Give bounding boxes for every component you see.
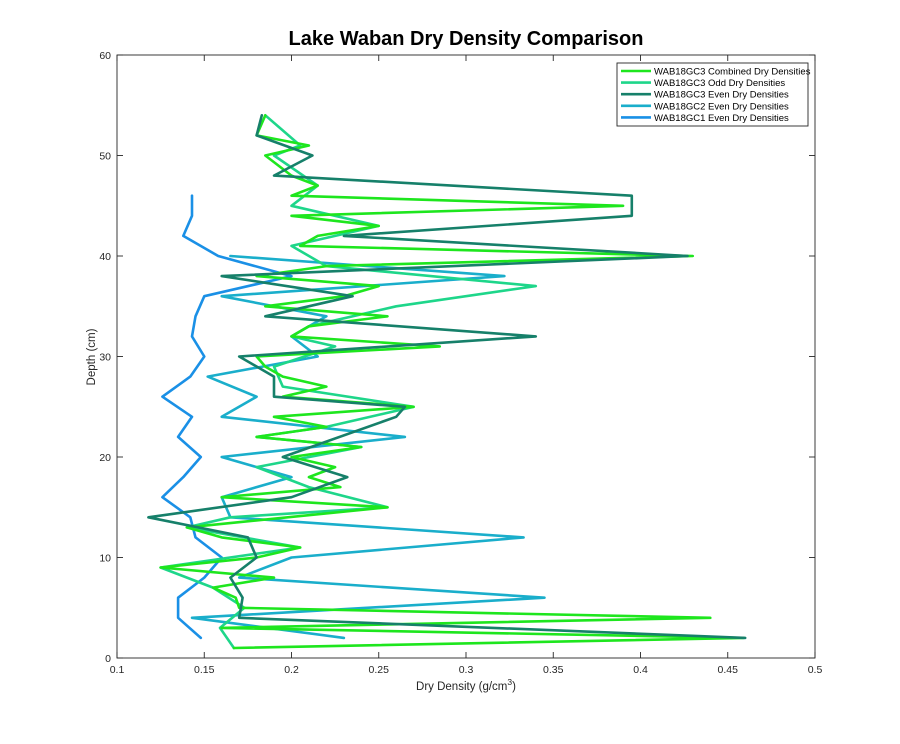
x-axis-label: Dry Density (g/cm3) [416,677,516,693]
x-tick-label: 0.3 [459,664,474,676]
y-tick-label: 10 [99,553,111,565]
x-tick-label: 0.2 [284,664,299,676]
x-tick-label: 0.4 [633,664,648,676]
x-tick-label: 0.35 [543,664,564,676]
series-line-2 [159,114,538,650]
y-tick-label: 20 [99,452,111,464]
x-tick-label: 0.25 [369,664,390,676]
y-tick-label: 30 [99,352,111,364]
y-tick-label: 0 [105,653,111,665]
plot-area: 0.1 0.15 0.2 0.25 0.3 0.35 0.4 0.45 0.5 0 10 20 30 40… [99,50,822,676]
series-line-1 [159,114,745,650]
legend-label: WAB18GC3 Odd Dry Densities [654,78,785,89]
legend-label: WAB18GC2 Even Dry Densities [654,101,789,112]
chart-title: Lake Waban Dry Density Comparison [289,28,644,50]
x-tick-label: 0.45 [718,664,739,676]
x-axis-label-main: Dry Density (g/cm [416,681,507,693]
legend: WAB18GC3 Combined Dry DensitiesWAB18GC3 … [616,62,811,127]
series-line-5 [161,194,293,640]
x-tick-label: 0.15 [194,664,215,676]
y-tick-label: 60 [99,50,111,62]
y-axis-label: Depth (cm) [86,328,98,385]
y-tick-label: 40 [99,251,111,263]
series-line-3 [147,114,747,640]
plot-frame [116,54,816,659]
legend-label: WAB18GC3 Even Dry Densities [654,90,789,101]
x-tick-label: 0.5 [808,664,823,676]
legend-label: WAB18GC1 Even Dry Densities [654,113,789,124]
x-axis-label-superscript: 3 [507,677,512,687]
y-tick-label: 50 [99,151,111,163]
x-axis-label-suffix: ) [512,681,516,693]
x-tick-label: 0.1 [110,664,125,676]
legend-label: WAB18GC3 Combined Dry Densities [654,67,811,78]
